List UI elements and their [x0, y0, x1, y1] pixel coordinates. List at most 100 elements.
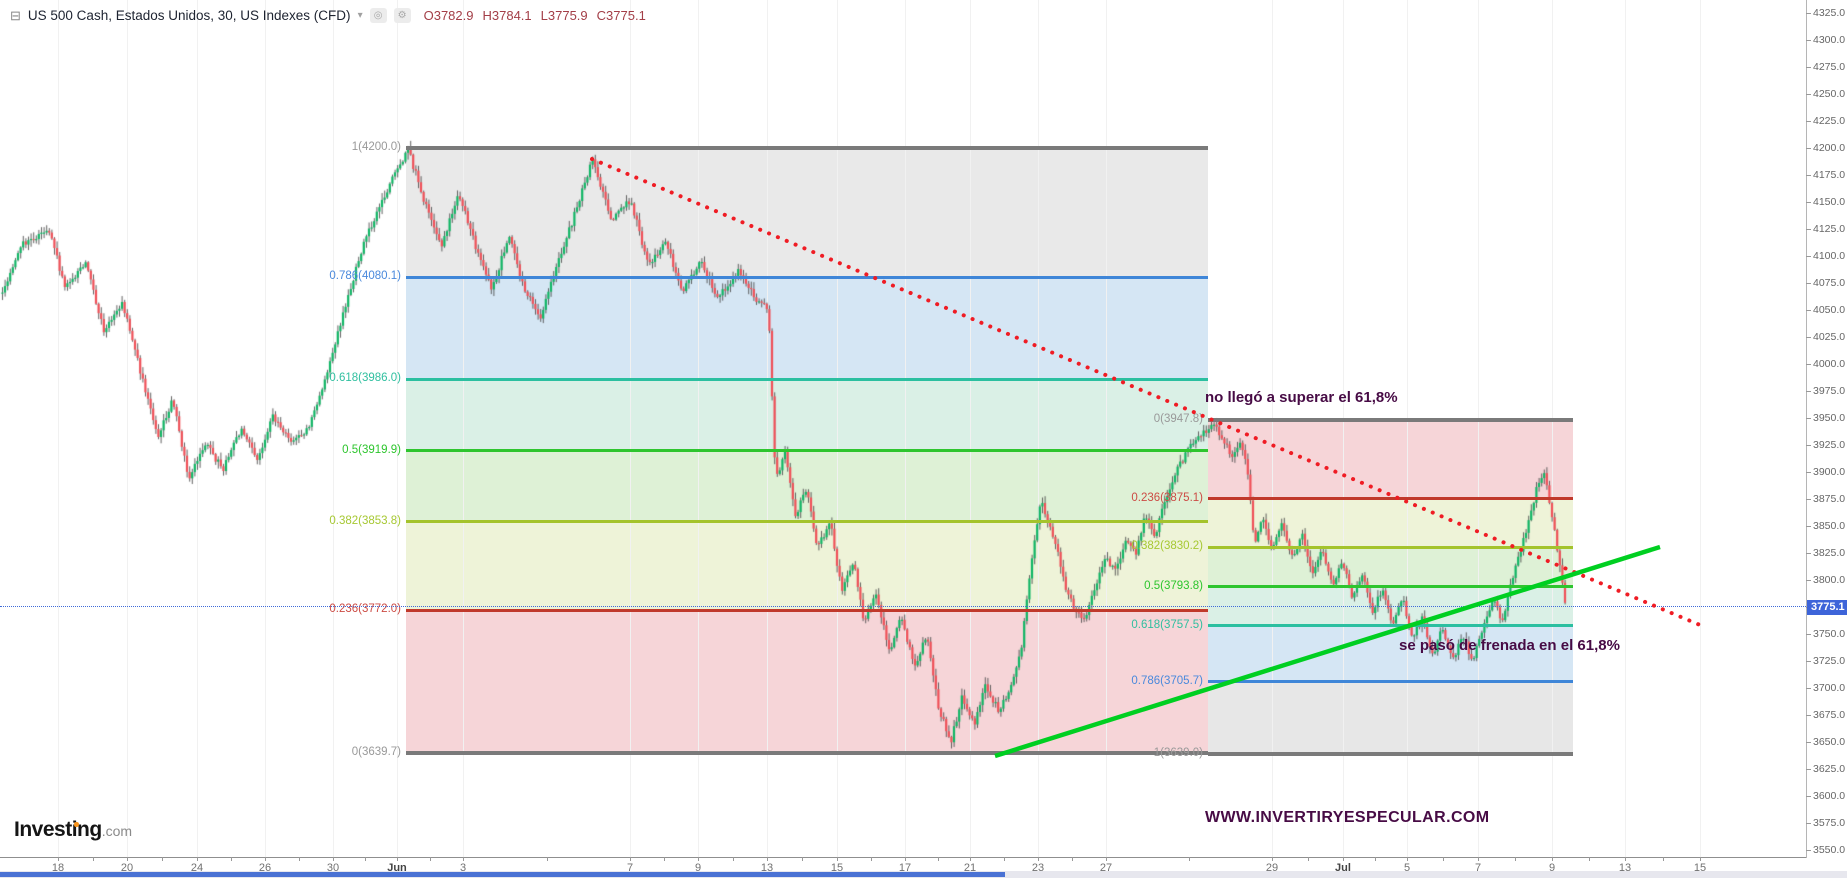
price-axis-label: 3650.0 [1813, 736, 1846, 748]
time-axis-minor-tick [1515, 857, 1516, 861]
fib-level-line[interactable] [406, 520, 1208, 524]
settings-gear-icon[interactable]: ⚙ [393, 8, 411, 23]
price-axis-label: 4175.0 [1813, 169, 1846, 181]
time-axis-tick [905, 857, 906, 861]
price-axis-label: 4275.0 [1813, 61, 1846, 73]
time-axis-label: 9 [1548, 862, 1556, 874]
price-axis-tick [1806, 418, 1811, 419]
time-axis-tick [970, 857, 971, 861]
time-axis-minor-tick [365, 857, 366, 861]
fib-level-line[interactable] [1208, 418, 1573, 423]
fib-level-label: 0.382(3853.8) [329, 514, 401, 527]
collapse-icon[interactable]: ⊟ [10, 7, 21, 23]
price-axis-label: 3600.0 [1813, 790, 1846, 802]
fib-level-label: 0.382(3830.2) [1131, 540, 1203, 553]
fib-level-line[interactable] [1208, 680, 1573, 684]
price-axis-label: 4075.0 [1813, 277, 1846, 289]
time-axis-tick [397, 857, 398, 861]
price-axis-tick [1806, 472, 1811, 473]
time-axis-tick [630, 857, 631, 861]
price-axis-label: 3925.0 [1813, 439, 1846, 451]
fib-level-line[interactable] [406, 751, 1208, 756]
logo-tld-text: .com [101, 823, 133, 839]
price-axis-label: 4050.0 [1813, 304, 1846, 316]
time-axis-tick [197, 857, 198, 861]
fib-level-line[interactable] [406, 377, 1208, 381]
logo-orange-dot [74, 822, 79, 827]
time-axis-minor-tick [546, 857, 548, 861]
symbol-header: ⊟ US 500 Cash, Estados Unidos, 30, US In… [10, 8, 646, 23]
price-axis-tick [1806, 553, 1811, 554]
time-axis-minor-tick [1307, 857, 1309, 861]
time-axis-minor-tick [802, 857, 803, 861]
time-axis-label: 7 [626, 862, 634, 874]
fib-level-label: 0.5(3919.9) [342, 443, 401, 456]
fib-level-label: 0.5(3793.8) [1144, 579, 1203, 592]
price-axis-label: 3875.0 [1813, 493, 1846, 505]
time-axis-minor-tick [1442, 857, 1444, 861]
candlestick-canvas[interactable] [0, 0, 1806, 858]
price-axis-label: 4000.0 [1813, 358, 1846, 370]
time-axis-minor-tick [1004, 857, 1005, 861]
fib-level-line[interactable] [1208, 497, 1573, 501]
price-axis-tick [1806, 634, 1811, 635]
price-axis-tick [1806, 13, 1811, 14]
time-axis-minor-tick [1072, 857, 1073, 861]
price-axis-label: 3625.0 [1813, 763, 1846, 775]
fib-level-label: 0.236(3875.1) [1131, 491, 1203, 504]
price-axis-tick [1806, 94, 1811, 95]
fib-level-line[interactable] [1208, 751, 1573, 756]
time-axis-minor-tick [1375, 857, 1376, 861]
horizontal-scrollbar-thumb[interactable] [0, 872, 1005, 877]
price-axis-label: 3675.0 [1813, 709, 1846, 721]
price-axis-tick [1806, 796, 1811, 797]
price-axis-label: 3900.0 [1813, 466, 1846, 478]
time-axis-tick [1478, 857, 1479, 861]
price-axis-tick [1806, 148, 1811, 149]
price-axis-label: 4125.0 [1813, 223, 1846, 235]
fib-level-label: 0.618(3986.0) [329, 372, 401, 385]
symbol-title[interactable]: US 500 Cash, Estados Unidos, 30, US Inde… [27, 8, 351, 23]
investing-logo: Investing.com [14, 818, 132, 842]
time-axis-minor-tick [937, 857, 939, 861]
fib-level-line[interactable] [406, 449, 1208, 452]
time-axis-label: 5 [1403, 862, 1411, 874]
time-axis-label: 3 [459, 862, 467, 874]
price-axis-label: 4300.0 [1813, 34, 1846, 46]
fib-level-line[interactable] [1208, 624, 1573, 628]
fib-level-label: 0.786(4080.1) [329, 270, 401, 283]
time-axis-tick [767, 857, 768, 861]
price-axis-tick [1806, 67, 1811, 68]
current-price-dotted-line [0, 606, 1806, 607]
time-axis-minor-tick [299, 857, 300, 861]
price-axis-tick [1806, 337, 1811, 338]
price-axis-tick [1806, 445, 1811, 446]
time-axis-minor-tick [1662, 857, 1664, 861]
price-axis-tick [1806, 283, 1811, 284]
price-axis-label: 4250.0 [1813, 88, 1846, 100]
price-axis-tick [1806, 526, 1811, 527]
price-axis-tick [1806, 391, 1811, 392]
ohlc-open: O3782.9 [423, 8, 474, 23]
price-axis-label: 3725.0 [1813, 655, 1846, 667]
time-axis-tick [1625, 857, 1626, 861]
price-axis-label: 4225.0 [1813, 115, 1846, 127]
fib-level-line[interactable] [1208, 585, 1573, 589]
price-axis-line [1806, 0, 1807, 858]
chart-plot-area[interactable]: 1(4200.0) 0.786(4080.1) 0.618(3986.0) 0.5(3… [0, 0, 1806, 858]
time-axis-label: 9 [694, 862, 702, 874]
chevron-down-icon[interactable]: ▾ [357, 10, 363, 21]
snapshot-icon[interactable]: ◎ [369, 8, 387, 23]
time-axis-tick [127, 857, 128, 861]
fib-level-label: 1(4200.0) [351, 141, 401, 153]
time-axis-tick [333, 857, 334, 861]
fib-level-label: 1(3639.0) [1153, 746, 1203, 759]
time-axis-tick [1343, 857, 1344, 861]
time-axis-minor-tick [732, 857, 734, 861]
fib-level-line[interactable] [406, 608, 1208, 612]
fib-level-line[interactable] [406, 146, 1208, 150]
fib-level-line[interactable] [1208, 545, 1573, 549]
time-axis-minor-tick [1588, 857, 1590, 861]
fib-level-line[interactable] [406, 275, 1208, 279]
